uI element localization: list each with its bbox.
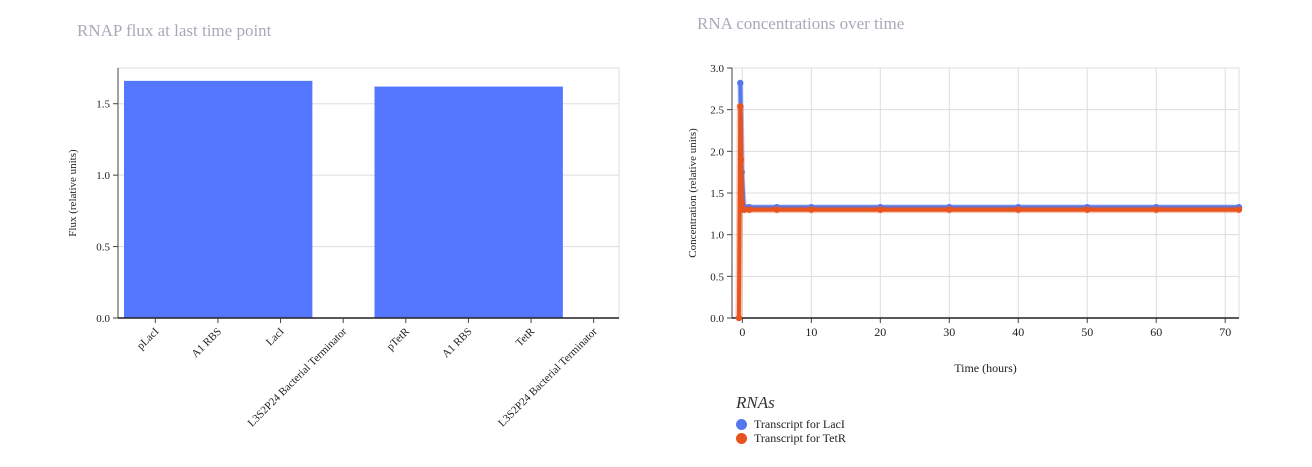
data-point-tetr [741, 206, 748, 213]
y-axis-title: Concentration (relative units) [687, 128, 699, 258]
legend-item-laci[interactable]: Transcript for LacI [736, 417, 846, 431]
y-tick-label: 1.0 [96, 170, 110, 182]
series-band-laci [737, 82, 1239, 211]
y-axis-title: Flux (relative units) [67, 149, 79, 237]
flux-bar [437, 86, 501, 318]
x-tick-label: LacI [264, 325, 287, 348]
x-tick-label: A1 RBS [440, 326, 475, 361]
data-point-tetr [946, 206, 953, 213]
x-tick-label: 50 [1081, 325, 1093, 339]
x-tick-label: 20 [874, 325, 886, 339]
legend-swatch-tetr [736, 432, 747, 444]
series-band-tetr [735, 102, 1239, 319]
flux-bar [186, 80, 250, 318]
series-line-laci [738, 82, 1239, 210]
data-point-tetr [1084, 206, 1091, 213]
legend-swatch-laci [736, 418, 747, 430]
flux-bar [249, 80, 313, 318]
y-tick-label: 0.5 [710, 271, 724, 283]
y-tick-label: 0.5 [96, 242, 110, 254]
flux-bar [374, 86, 438, 318]
x-tick-label: 30 [943, 325, 955, 339]
rna-chart-panel: RNA concentrations over time 0.0 0.5 1.0 1.… [656, 0, 1312, 467]
x-tick-label: L3S2P24 Bacterial Terminator [246, 325, 350, 429]
x-tick-label: 40 [1012, 325, 1024, 339]
x-tick-label: L3S2P24 Bacterial Terminator [496, 325, 600, 429]
x-tick-label: A1 RBS [189, 326, 224, 361]
y-tick-label: 1.5 [96, 99, 110, 111]
y-tick-label: 0.0 [710, 313, 724, 325]
flux-bar [499, 86, 563, 318]
x-tick-label: pLacI [135, 325, 162, 352]
rna-legend: RNAs Transcript for LacI Transcript for … [736, 393, 846, 445]
y-tick-label: 3.0 [710, 63, 724, 75]
data-point-tetr [1235, 206, 1243, 213]
y-tick-label: 2.5 [710, 105, 724, 117]
data-point-tetr [737, 103, 744, 110]
x-tick-label: 0 [739, 325, 745, 339]
data-point-tetr [746, 206, 753, 213]
x-tick-label: 70 [1219, 325, 1231, 339]
data-point-tetr [1015, 206, 1022, 213]
data-point-tetr [877, 206, 884, 213]
legend-label-laci: Transcript for LacI [754, 416, 845, 431]
data-point-tetr [808, 206, 815, 213]
rna-chart-title: RNA concentrations over time [697, 14, 905, 33]
x-tick-label: pTetR [385, 325, 413, 353]
data-point-tetr [735, 314, 743, 322]
data-point-tetr [1153, 206, 1160, 213]
legend-label-tetr: Transcript for TetR [754, 430, 846, 445]
flux-bar [124, 80, 188, 318]
y-tick-label: 1.0 [710, 230, 724, 242]
legend-title: RNAs [736, 393, 775, 412]
x-axis-title: Time (hours) [954, 361, 1017, 375]
x-tick-label: 60 [1150, 325, 1162, 339]
x-tick-label: TetR [514, 325, 538, 349]
data-point-tetr [737, 156, 745, 163]
data-point-laci [737, 79, 744, 87]
x-tick-label: 10 [805, 325, 817, 339]
y-tick-label: 0.0 [96, 313, 110, 325]
rna-line-chart: 0.0 0.5 1.0 1.5 2.0 2.5 3.0 0 10 20 30 40 50 60 70 Time… [687, 63, 1243, 375]
data-point-tetr [773, 206, 781, 213]
legend-item-tetr[interactable]: Transcript for TetR [736, 431, 846, 445]
data-point-tetr [738, 199, 745, 207]
y-tick-label: 1.5 [710, 188, 724, 200]
y-tick-label: 2.0 [710, 146, 724, 158]
flux-chart-title: RNAP flux at last time point [77, 21, 272, 40]
flux-chart-panel: RNAP flux at last time point 0.0 0.5 1.0 1.… [67, 21, 620, 429]
